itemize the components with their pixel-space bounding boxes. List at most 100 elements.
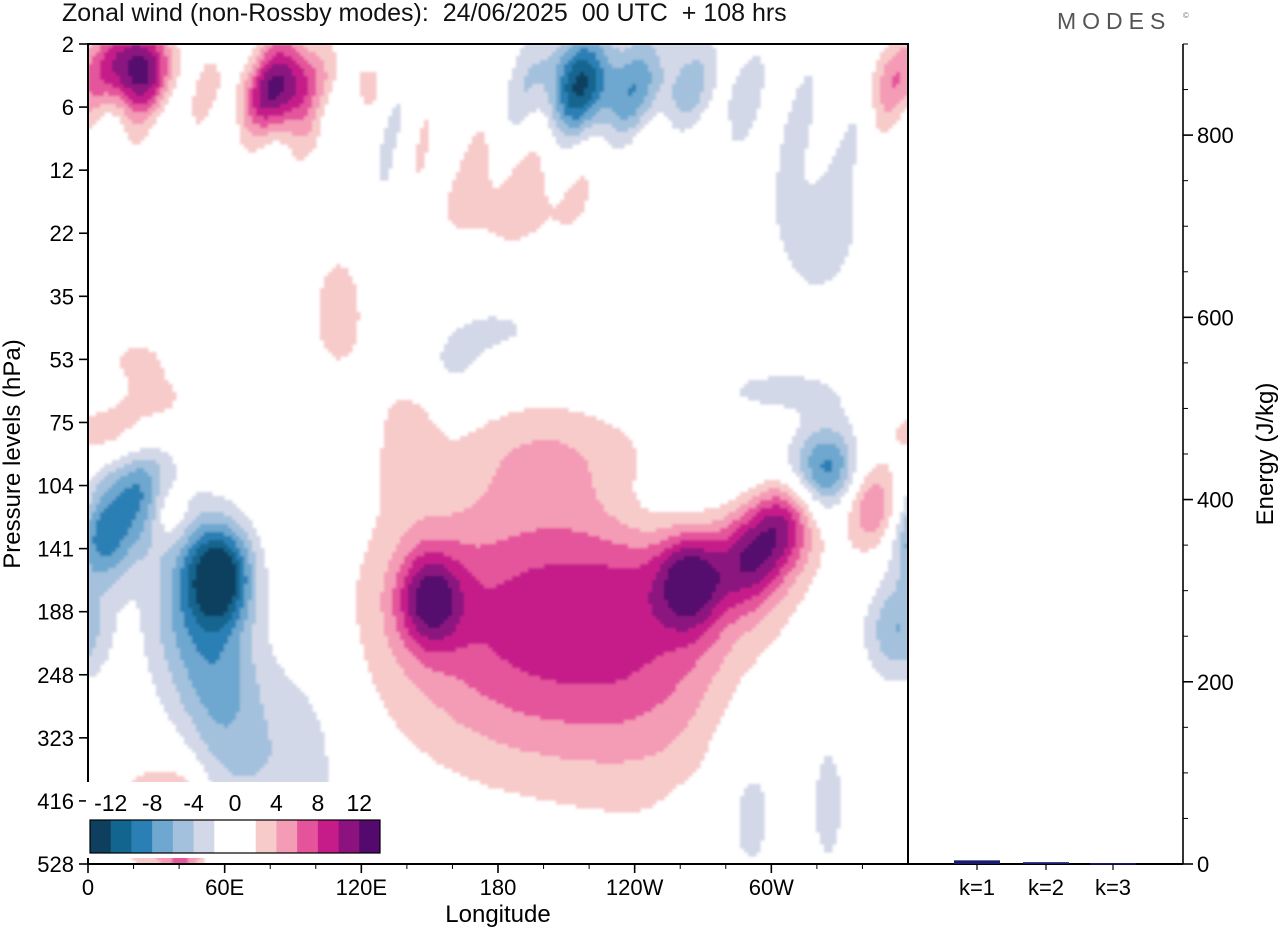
heatmap-cell	[192, 612, 197, 617]
heatmap-cell	[140, 52, 145, 57]
heatmap-cell	[312, 56, 317, 61]
heatmap-cell	[272, 708, 277, 713]
heatmap-cell	[92, 548, 97, 553]
heatmap-cell	[112, 84, 117, 89]
heatmap-cell	[236, 96, 241, 101]
heatmap-cell	[240, 516, 245, 521]
heatmap-cell	[168, 700, 173, 705]
heatmap-cell	[192, 652, 197, 657]
heatmap-cell	[212, 684, 217, 689]
heatmap-cell	[168, 384, 173, 389]
heatmap-cell	[96, 548, 101, 553]
heatmap-cell	[308, 136, 313, 141]
heatmap-cell	[260, 688, 265, 693]
heatmap-cell	[144, 512, 149, 517]
heatmap-cell	[92, 52, 97, 57]
heatmap-cell	[140, 504, 145, 509]
heatmap-cell	[152, 368, 157, 373]
heatmap-cell	[96, 80, 101, 85]
heatmap-cell	[260, 92, 265, 97]
heatmap-cell	[96, 428, 101, 433]
heatmap-cell	[316, 128, 321, 133]
heatmap-cell	[264, 568, 269, 573]
heatmap-cell	[240, 612, 245, 617]
heatmap-cell	[152, 116, 157, 121]
heatmap-cell	[132, 104, 137, 109]
heatmap-cell	[152, 388, 157, 393]
heatmap-cell	[104, 508, 109, 513]
heatmap-cell	[264, 676, 269, 681]
heatmap-cell	[240, 648, 245, 653]
heatmap-cell	[156, 360, 161, 365]
heatmap-cell	[200, 632, 205, 637]
heatmap-cell	[188, 596, 193, 601]
heatmap-cell	[244, 700, 249, 705]
heatmap-cell	[320, 324, 325, 329]
heatmap-cell	[156, 484, 161, 489]
heatmap-cell	[216, 648, 221, 653]
heatmap-cell	[300, 764, 305, 769]
heatmap-cell	[196, 620, 201, 625]
heatmap-cell	[196, 744, 201, 749]
heatmap-cell	[172, 84, 177, 89]
heatmap-cell	[268, 96, 273, 101]
heatmap-cell	[220, 564, 225, 569]
heatmap-cell	[100, 528, 105, 533]
heatmap-cell	[132, 520, 137, 525]
heatmap-cell	[192, 584, 197, 589]
heatmap-cell	[320, 772, 325, 777]
heatmap-cell	[100, 524, 105, 529]
heatmap-cell	[224, 672, 229, 677]
heatmap-cell	[128, 508, 133, 513]
heatmap-cell	[116, 100, 121, 105]
heatmap-cell	[168, 72, 173, 77]
heatmap-cell	[164, 404, 169, 409]
heatmap-cell	[136, 124, 141, 129]
heatmap-cell	[104, 652, 109, 657]
heatmap-cell	[112, 464, 117, 469]
heatmap-cell	[168, 468, 173, 473]
heatmap-cell	[164, 668, 169, 673]
heatmap-cell	[104, 540, 109, 545]
heatmap-cell	[260, 636, 265, 641]
heatmap-cell	[208, 636, 213, 641]
heatmap-cell	[208, 716, 213, 721]
heatmap-cell	[164, 52, 169, 57]
heatmap-cell	[288, 708, 293, 713]
heatmap-cell	[124, 560, 129, 565]
heatmap-cell	[304, 48, 309, 53]
heatmap-cell	[288, 92, 293, 97]
heatmap-cell	[252, 596, 257, 601]
heatmap-cell	[240, 684, 245, 689]
heatmap-cell	[144, 856, 149, 861]
heatmap-cell	[248, 128, 253, 133]
heatmap-cell	[256, 104, 261, 109]
heatmap-cell	[156, 624, 161, 629]
heatmap-cell	[136, 524, 141, 529]
heatmap-cell	[164, 100, 169, 105]
heatmap-cell	[312, 144, 317, 149]
heatmap-cell	[160, 104, 165, 109]
heatmap-cell	[296, 52, 301, 57]
heatmap-cell	[152, 496, 157, 501]
heatmap-cell	[208, 568, 213, 573]
heatmap-cell	[180, 520, 185, 525]
heatmap-cell	[100, 648, 105, 653]
heatmap-cell	[120, 560, 125, 565]
heatmap-cell	[152, 772, 157, 777]
heatmap-cell	[316, 80, 321, 85]
heatmap-cell	[304, 64, 309, 69]
heatmap-cell	[120, 96, 125, 101]
heatmap-cell	[256, 732, 261, 737]
heatmap-cell	[132, 360, 137, 365]
heatmap-cell	[264, 672, 269, 677]
heatmap-cell	[164, 92, 169, 97]
heatmap-cell	[212, 576, 217, 581]
heatmap-cell	[152, 56, 157, 61]
heatmap-cell	[184, 532, 189, 537]
heatmap-cell	[160, 60, 165, 65]
heatmap-cell	[228, 756, 233, 761]
heatmap-cell	[244, 560, 249, 565]
heatmap-cell	[208, 688, 213, 693]
heatmap-cell	[160, 384, 165, 389]
